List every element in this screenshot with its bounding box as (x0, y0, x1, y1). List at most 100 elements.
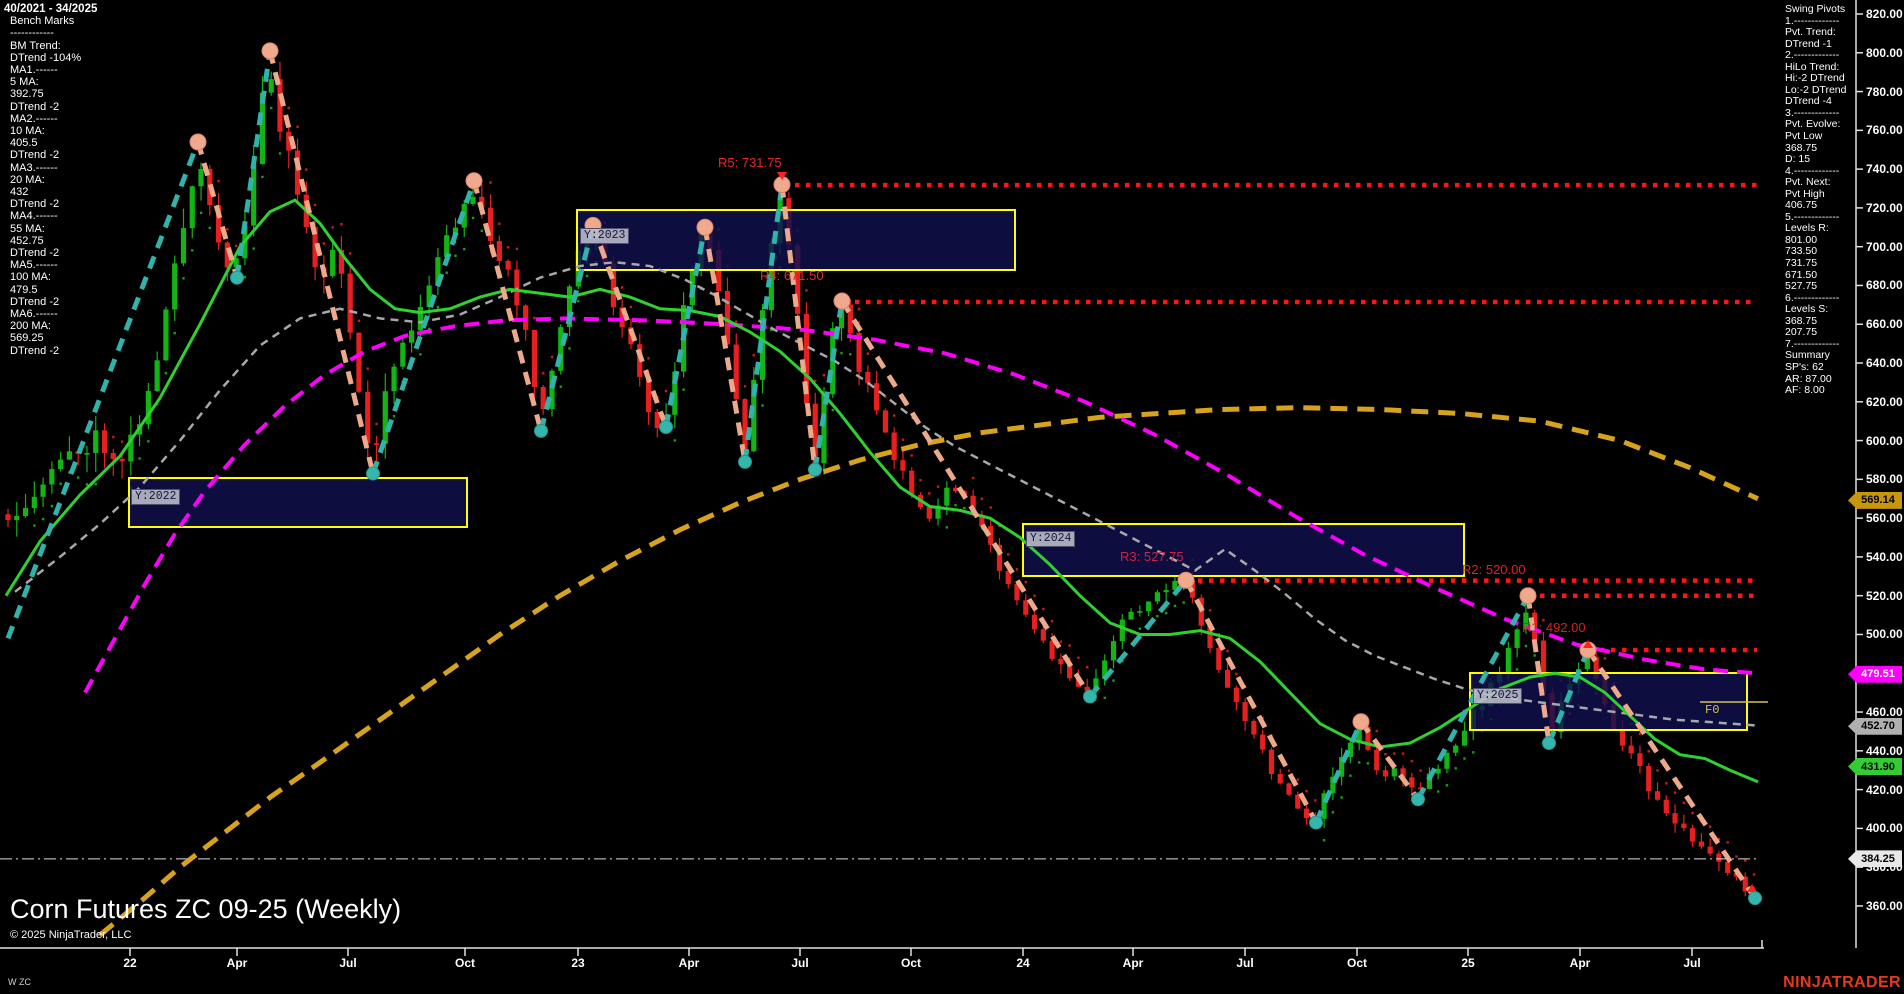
swing-pivot-line: DTrend -4 (1785, 95, 1832, 108)
benchmark-line: DTrend -2 (10, 100, 60, 113)
time-tick-label: Jul (1236, 956, 1254, 970)
swing-pivot-line: 671.50 (1785, 268, 1818, 281)
swing-pivot-line: 1.------------- (1785, 14, 1840, 27)
last-price-tag: 384.25 (1848, 850, 1902, 868)
swing-pivot-line: 6.------------- (1785, 291, 1840, 304)
time-tick-label: Oct (1346, 956, 1368, 970)
price-tick-label: 760.00 (1866, 123, 1903, 138)
swing-pivot-line: 731.75 (1785, 257, 1818, 270)
price-tick-label: 580.00 (1866, 472, 1903, 487)
benchmark-line: DTrend -2 (10, 295, 60, 308)
price-tick-label: 660.00 (1866, 317, 1903, 332)
benchmark-line: DTrend -104% (10, 51, 82, 64)
year-box (576, 209, 1016, 271)
year-box-label: Y:2022 (131, 489, 181, 505)
swing-pivot-line: Swing Pivots (1785, 3, 1846, 15)
swing-pivot-line: 368.75 (1785, 141, 1818, 154)
resistance-label: R2: 520.00 (1462, 562, 1526, 577)
swing-pivot-line: Pvt. Evolve: (1785, 118, 1841, 131)
swing-pivot-line: Pvt Low (1785, 130, 1823, 143)
year-box-label: Y:2023 (580, 228, 630, 244)
benchmark-line: DTrend -2 (10, 149, 60, 162)
benchmark-line: MA6.------ (10, 308, 58, 321)
year-box-label: Y:2025 (1473, 688, 1523, 704)
swing-pivot-line: 368.75 (1785, 314, 1818, 327)
benchmark-line: MA3.------ (10, 161, 58, 174)
benchmark-line: 55 MA: (10, 222, 45, 235)
price-tick-label: 620.00 (1866, 394, 1903, 409)
benchmark-line: 10 MA: (10, 125, 45, 138)
swing-pivot-line: HiLo Trend: (1785, 60, 1840, 73)
resistance-label: R4: 671.50 (760, 268, 824, 283)
year-box-label: Y:2024 (1026, 531, 1076, 547)
time-tick-label: Jul (1683, 956, 1701, 970)
price-tick-label: 740.00 (1866, 162, 1903, 177)
benchmark-line: 432 (10, 186, 29, 199)
benchmark-line: DTrend -2 (10, 198, 60, 211)
pivot-arrow-icon (1583, 640, 1593, 648)
swing-pivot-line: AR: 87.00 (1785, 372, 1832, 385)
price-tick-label: 360.00 (1866, 898, 1903, 913)
time-tick-label: Jul (791, 956, 809, 970)
resistance-label: R3: 527.75 (1120, 549, 1184, 564)
time-tick-label: Oct (900, 956, 922, 970)
benchmark-line: ------------ (10, 27, 54, 40)
pivot-arrow-icon (777, 172, 787, 180)
price-tick-label: 640.00 (1866, 356, 1903, 371)
time-tick-label: Oct (454, 956, 476, 970)
benchmark-line: 5 MA: (10, 76, 39, 89)
swing-pivot-line: SP's: 62 (1785, 360, 1824, 373)
time-tick-label: Apr (678, 956, 700, 970)
swing-pivot-line: 4.------------- (1785, 164, 1840, 177)
swing-pivot-line: 3.------------- (1785, 106, 1840, 119)
benchmark-line: BM Trend: (10, 39, 61, 52)
swing-zigzag (5, 50, 1758, 900)
time-tick-label: 22 (123, 956, 137, 970)
swing-pivot-line: 207.75 (1785, 326, 1818, 339)
price-tick-label: 420.00 (1866, 782, 1903, 797)
swing-pivot-line: AF: 8.00 (1785, 384, 1825, 397)
swing-pivot-line: Pvt. Next: (1785, 176, 1831, 189)
swing-pivot-line: Pvt High (1785, 187, 1825, 200)
pivot-arrow-icon (1747, 884, 1757, 892)
ma-line-20-ma (4, 198, 1759, 784)
time-tick-label: Jul (339, 956, 357, 970)
swing-pivot-line: Levels R: (1785, 222, 1829, 235)
swing-pivot-line: Summary (1785, 349, 1830, 362)
resistance-label: R1: 492.00 (1522, 620, 1586, 635)
swing-pivot-markers (189, 42, 1762, 906)
price-tick-label: 680.00 (1866, 278, 1903, 293)
time-tick-label: 25 (1461, 956, 1475, 970)
ninjatrader-logo: NINJATRADER (1783, 974, 1901, 991)
price-tick-label: 820.00 (1866, 7, 1903, 21)
price-tick-label: 720.00 (1866, 200, 1903, 215)
benchmark-line: MA1.------ (10, 64, 58, 77)
price-tick-label: 800.00 (1866, 45, 1903, 60)
chart-title: Corn Futures ZC 09-25 (Weekly) (10, 894, 402, 924)
benchmark-line: 40/2021 - 34/2025 (4, 3, 98, 15)
price-tick-label: 460.00 (1866, 705, 1903, 720)
price-tick-label: 600.00 (1866, 433, 1903, 448)
swing-pivot-line: 2.------------- (1785, 49, 1840, 62)
benchmark-line: 479.5 (10, 283, 38, 296)
copyright-label: © 2025 NinjaTrader, LLC (10, 929, 132, 941)
benchmark-line: 392.75 (10, 88, 44, 101)
last-price-tag: 431.90 (1848, 758, 1902, 776)
year-box (1022, 523, 1465, 577)
benchmarks-panel: 40/2021 - 34/2025 Bench Marks ------------… (4, 3, 97, 357)
benchmark-line: DTrend -2 (10, 344, 60, 357)
swing-pivots-panel: Swing Pivots 1.------------- Pvt. Trend: DT… (1785, 3, 1846, 397)
price-tick-label: 520.00 (1866, 588, 1903, 603)
swing-pivot-line: Pvt. Trend: (1785, 26, 1836, 39)
swing-pivot-line: Hi:-2 DTrend (1785, 72, 1845, 85)
benchmark-line: MA4.------ (10, 210, 58, 223)
time-tick-label: 24 (1016, 956, 1030, 970)
time-tick-label: 23 (571, 956, 585, 970)
trail-stop-dots (33, 106, 1756, 876)
last-price-tag: 452.70 (1848, 717, 1902, 735)
price-tick-label: 540.00 (1866, 549, 1903, 564)
benchmark-line: 200 MA: (10, 320, 51, 333)
swing-pivot-line: Levels S: (1785, 303, 1829, 316)
